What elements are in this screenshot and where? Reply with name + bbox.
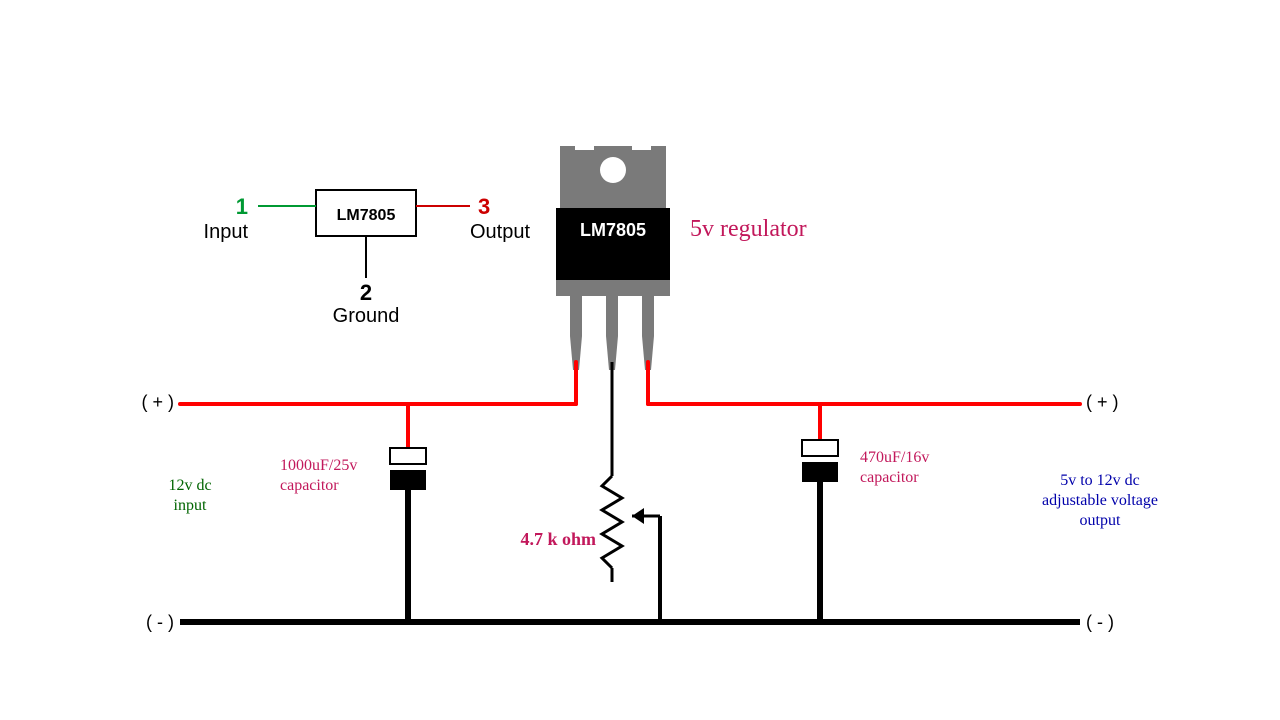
input-desc-line2: input bbox=[174, 497, 207, 514]
regulator-title: 5v regulator bbox=[690, 216, 807, 242]
cap1-plate-bottom bbox=[390, 470, 426, 490]
cap2-plate-top bbox=[802, 440, 838, 456]
cap2-plate-bottom bbox=[802, 462, 838, 482]
cap2-label-line2: capacitor bbox=[860, 469, 919, 486]
output-desc-line3: output bbox=[1080, 512, 1121, 529]
potentiometer: 4.7 k ohm bbox=[520, 476, 660, 582]
label-minus-right: ( - ) bbox=[1086, 612, 1114, 632]
pin3-label: Output bbox=[470, 221, 530, 243]
pot-wiper-arrowhead-icon bbox=[632, 508, 644, 524]
output-desc-line1: 5v to 12v dc bbox=[1060, 472, 1140, 489]
pin1-number: 1 bbox=[236, 194, 248, 219]
regulator-body-label: LM7805 bbox=[580, 220, 646, 240]
pinout-block: LM7805 1 Input 3 Output 2 Ground bbox=[204, 190, 531, 327]
regulator-leg-1 bbox=[570, 296, 582, 370]
input-desc-line1: 12v dc bbox=[168, 477, 211, 494]
cap1-label-line2: capacitor bbox=[280, 477, 339, 494]
pin2-label: Ground bbox=[333, 305, 400, 327]
regulator-lower-lip bbox=[556, 280, 670, 296]
regulator-body bbox=[556, 208, 670, 280]
output-desc-line2: adjustable voltage bbox=[1042, 492, 1158, 509]
pot-zigzag-icon bbox=[602, 476, 622, 568]
label-minus-left: ( - ) bbox=[146, 612, 174, 632]
regulator-leg-2 bbox=[606, 296, 618, 370]
circuit-diagram: LM7805 1 Input 3 Output 2 Ground LM7805 … bbox=[0, 0, 1280, 720]
cap1-label-line1: 1000uF/25v bbox=[280, 457, 357, 474]
label-plus-right: ( + ) bbox=[1086, 392, 1119, 412]
pin2-number: 2 bbox=[360, 280, 372, 305]
pin1-label: Input bbox=[204, 221, 249, 243]
regulator-legs bbox=[570, 296, 654, 370]
capacitor-1: 1000uF/25v capacitor bbox=[280, 448, 426, 494]
pin3-number: 3 bbox=[478, 194, 490, 219]
cap1-plate-top bbox=[390, 448, 426, 464]
pinout-box-label: LM7805 bbox=[337, 207, 396, 224]
label-plus-left: ( + ) bbox=[141, 392, 174, 412]
capacitor-2: 470uF/16v capacitor bbox=[802, 440, 929, 486]
regulator-package: LM7805 5v regulator bbox=[556, 146, 807, 370]
pot-label: 4.7 k ohm bbox=[520, 529, 596, 549]
cap2-label-line1: 470uF/16v bbox=[860, 449, 929, 466]
positive-rail bbox=[180, 362, 1080, 448]
regulator-leg-3 bbox=[642, 296, 654, 370]
negative-rail bbox=[180, 482, 1080, 622]
regulator-mounting-hole bbox=[600, 157, 626, 183]
